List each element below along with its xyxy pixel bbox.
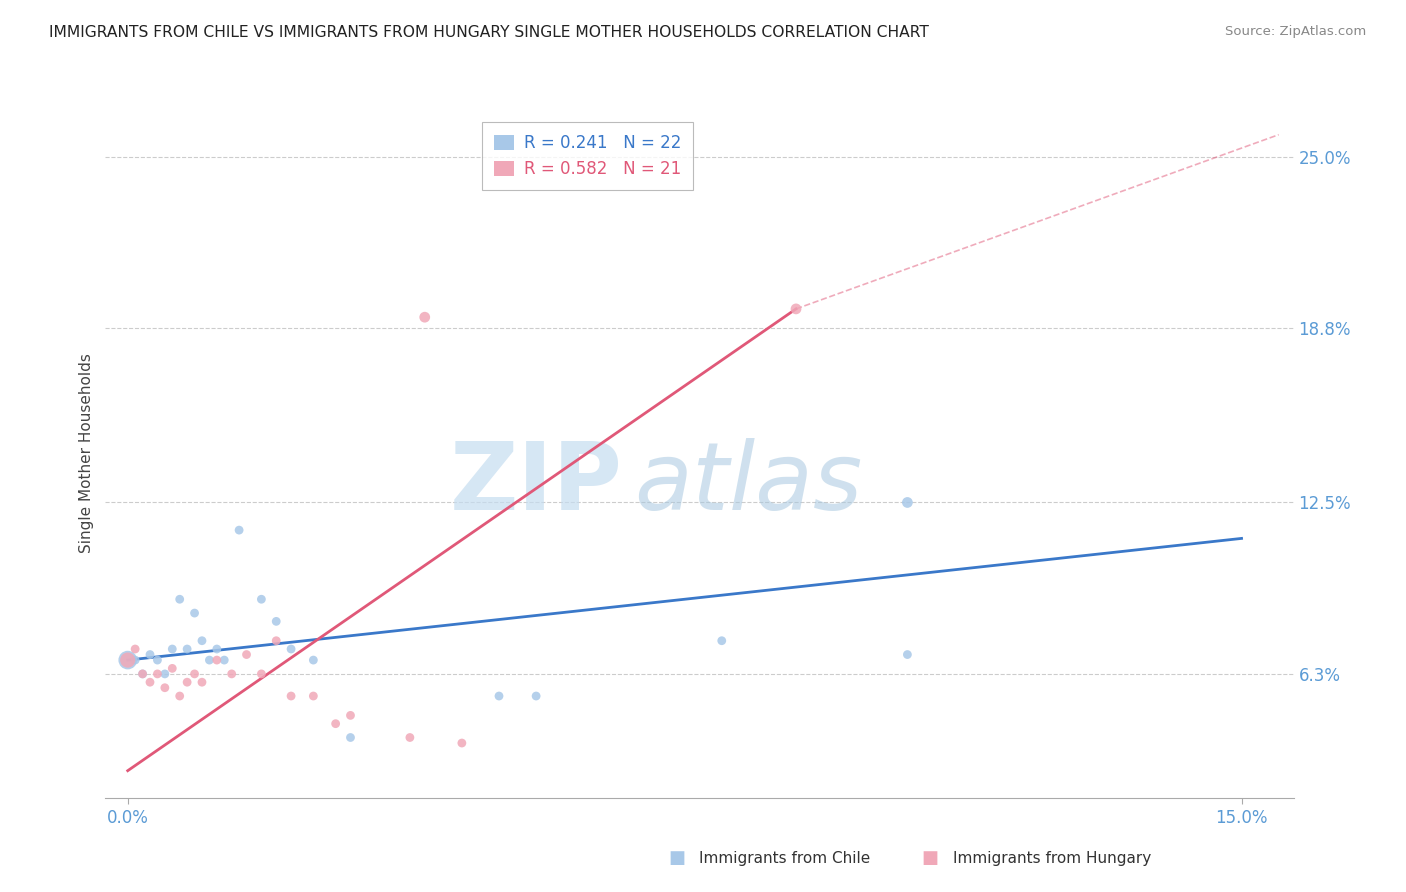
Point <box>339 708 361 723</box>
Text: ■: ■ <box>668 849 686 867</box>
Point <box>250 592 273 607</box>
Point <box>205 653 228 667</box>
Point <box>896 648 918 662</box>
Point <box>176 675 198 690</box>
Text: Immigrants from Chile: Immigrants from Chile <box>699 851 870 865</box>
Point <box>524 689 547 703</box>
Point <box>146 667 169 681</box>
Point <box>264 615 287 629</box>
Point <box>450 736 472 750</box>
Text: Source: ZipAtlas.com: Source: ZipAtlas.com <box>1226 25 1367 38</box>
Point <box>169 592 191 607</box>
Text: atlas: atlas <box>634 438 862 529</box>
Point <box>153 681 176 695</box>
Point <box>191 675 214 690</box>
Point <box>162 661 184 675</box>
Point <box>339 731 361 745</box>
Point <box>221 667 243 681</box>
Point <box>183 606 205 620</box>
Point <box>183 667 205 681</box>
Point <box>146 653 169 667</box>
Point <box>302 689 325 703</box>
Point <box>153 667 176 681</box>
Point <box>139 648 162 662</box>
Point <box>169 689 191 703</box>
Text: IMMIGRANTS FROM CHILE VS IMMIGRANTS FROM HUNGARY SINGLE MOTHER HOUSEHOLDS CORREL: IMMIGRANTS FROM CHILE VS IMMIGRANTS FROM… <box>49 25 929 40</box>
Text: ZIP: ZIP <box>450 438 623 530</box>
Point <box>124 653 146 667</box>
Point <box>117 653 139 667</box>
Y-axis label: Single Mother Households: Single Mother Households <box>79 352 94 553</box>
Point <box>124 642 146 657</box>
Text: Immigrants from Hungary: Immigrants from Hungary <box>953 851 1152 865</box>
Text: ■: ■ <box>921 849 939 867</box>
Point <box>896 495 918 509</box>
Point <box>139 675 162 690</box>
Point <box>325 716 347 731</box>
Point <box>162 642 184 657</box>
Point <box>413 310 436 325</box>
Point <box>176 642 198 657</box>
Point <box>785 301 807 316</box>
Point <box>191 633 214 648</box>
Legend: R = 0.241   N = 22, R = 0.582   N = 21: R = 0.241 N = 22, R = 0.582 N = 21 <box>482 122 693 190</box>
Point <box>302 653 325 667</box>
Point <box>280 642 302 657</box>
Point <box>214 653 236 667</box>
Point <box>228 523 250 537</box>
Point <box>250 667 273 681</box>
Point <box>205 642 228 657</box>
Point <box>117 653 139 667</box>
Point <box>488 689 510 703</box>
Point <box>264 633 287 648</box>
Point <box>280 689 302 703</box>
Point <box>198 653 221 667</box>
Point <box>131 667 153 681</box>
Point <box>235 648 257 662</box>
Point <box>131 667 153 681</box>
Point <box>710 633 733 648</box>
Point <box>399 731 422 745</box>
